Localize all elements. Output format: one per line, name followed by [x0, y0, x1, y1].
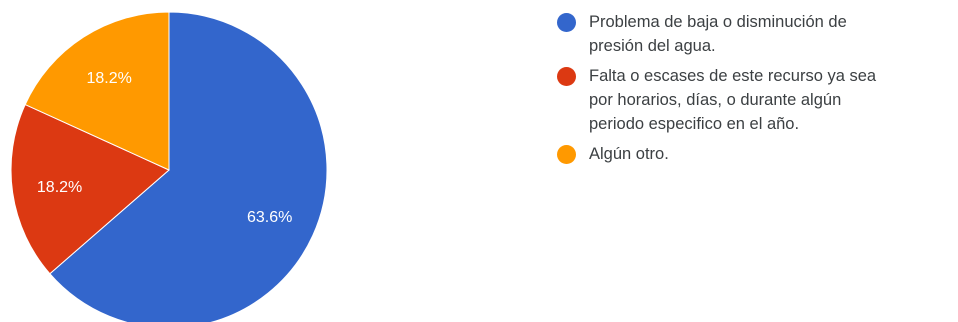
legend-item-2[interactable]: Algún otro.: [557, 142, 957, 166]
slice-label-0: 63.6%: [247, 209, 292, 226]
legend-swatch-2: [557, 145, 576, 164]
slice-label-1: 18.2%: [37, 179, 82, 196]
legend-item-1[interactable]: Falta o escases de este recurso ya sea p…: [557, 64, 957, 136]
chart-legend: Problema de baja o disminución de presió…: [557, 10, 957, 172]
legend-label-0: Problema de baja o disminución de presió…: [589, 13, 847, 55]
legend-swatch-0: [557, 13, 576, 32]
pie-slice-1[interactable]: [10, 103, 170, 275]
slice-label-2: 18.2%: [87, 70, 132, 87]
legend-swatch-1: [557, 67, 576, 86]
legend-item-0[interactable]: Problema de baja o disminución de presió…: [557, 10, 957, 58]
pie-slice-2[interactable]: [24, 11, 170, 171]
legend-label-2: Algún otro.: [589, 145, 669, 163]
legend-label-1: Falta o escases de este recurso ya sea p…: [589, 67, 877, 133]
